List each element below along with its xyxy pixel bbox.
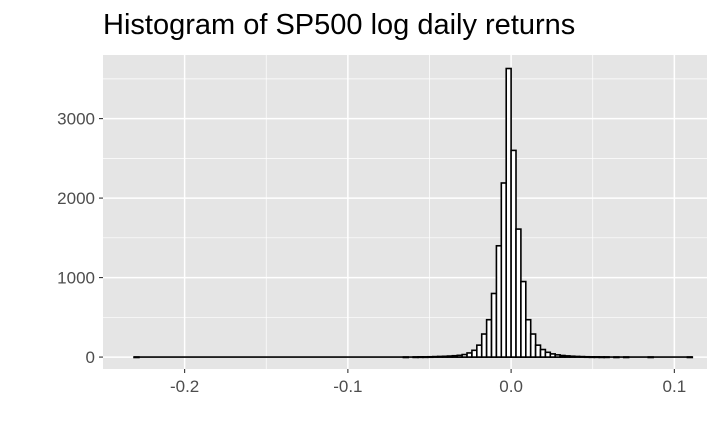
x-tick-label: -0.2 [170,377,199,396]
y-tick-label: 0 [86,348,95,367]
histogram-bar [603,356,610,359]
x-tick-label: 0.0 [499,377,523,396]
y-axis: 0 1000 2000 3000 [57,110,103,367]
x-axis: -0.2 -0.1 0.0 0.1 [170,369,686,396]
plot-panel [103,55,707,369]
y-tick-label: 3000 [57,110,95,129]
histogram-bar [647,356,654,359]
histogram-bars [133,67,694,359]
histogram-bar [133,356,140,359]
y-tick-label: 2000 [57,189,95,208]
histogram-bar [402,356,410,359]
y-tick-label: 1000 [57,269,95,288]
minor-grid [103,55,707,369]
x-tick-label: 0.1 [663,377,687,396]
x-tick-label: -0.1 [333,377,362,396]
histogram-bar [686,356,694,359]
histogram-bar [622,356,630,359]
chart-title: Histogram of SP500 log daily returns [103,9,575,41]
histogram-bar [613,356,620,359]
